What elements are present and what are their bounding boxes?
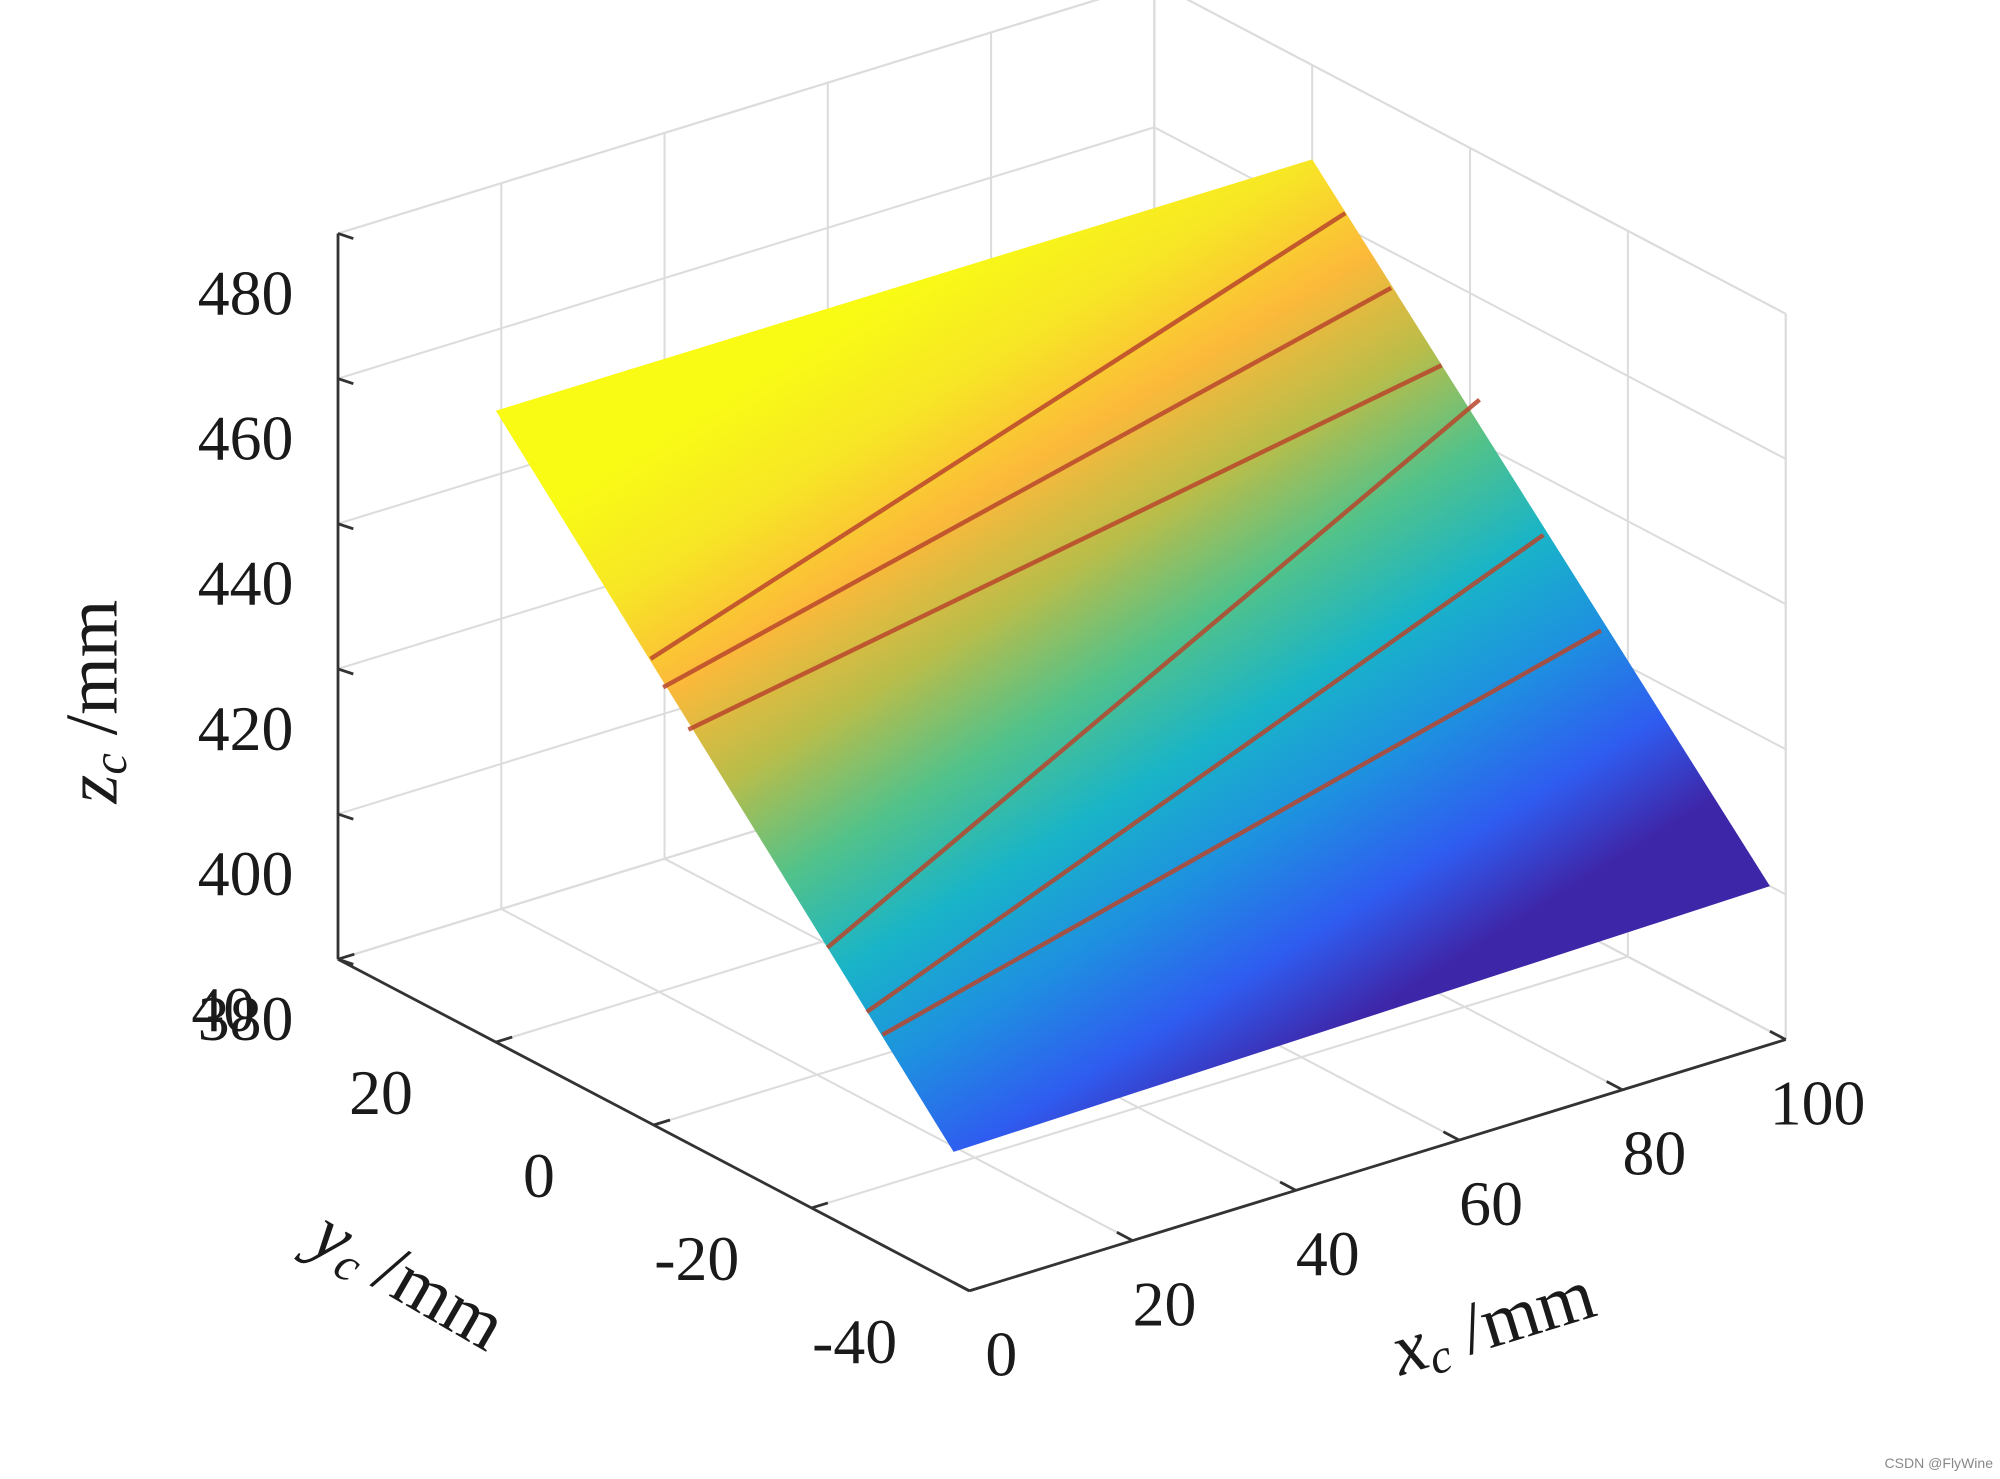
surface	[495, 159, 1770, 1152]
zlabel-axis-label: zc/mm	[51, 600, 136, 805]
tick-mark	[811, 1201, 829, 1210]
axis-unit: /mm	[51, 600, 133, 736]
axis-unit: /mm	[361, 1228, 519, 1367]
y-tick-label: 40	[191, 974, 255, 1045]
tick-mark	[1769, 1030, 1787, 1041]
grid-line	[337, 0, 1787, 315]
tick-mark	[337, 667, 354, 676]
axis-subscript: c	[84, 753, 137, 775]
tick-mark	[1606, 1080, 1624, 1092]
tick-mark	[495, 1035, 513, 1044]
axis-symbol: z	[51, 775, 133, 805]
y-tick-label: -20	[654, 1223, 739, 1294]
x-tick-label: 60	[1459, 1168, 1523, 1239]
tick-mark	[337, 522, 354, 531]
z-tick-label: 440	[198, 548, 294, 619]
surface-line	[881, 628, 1603, 1037]
tick-mark	[337, 232, 354, 240]
z-tick-label: 420	[198, 693, 294, 764]
xlabel-axis-label: xc/mm	[1381, 1253, 1606, 1396]
tick-mark	[337, 377, 354, 386]
surface-line	[649, 211, 1347, 661]
surface-line	[865, 533, 1545, 1014]
tick-mark	[337, 812, 354, 821]
tick-mark	[1279, 1180, 1297, 1192]
axis-unit: /mm	[1451, 1253, 1605, 1371]
watermark: CSDN @FlyWine	[1885, 1455, 1994, 1471]
surface-layer	[495, 159, 1770, 1152]
tick-mark	[1116, 1231, 1134, 1242]
tick-mark	[1442, 1130, 1460, 1142]
y-tick-label: -40	[812, 1306, 897, 1377]
x-tick-label: 100	[1770, 1067, 1866, 1138]
x-tick-label: 20	[1133, 1268, 1197, 1339]
tick-mark	[653, 1118, 671, 1127]
ylabel-axis-label: yc/mm	[291, 1189, 520, 1370]
y-tick-label: 0	[523, 1140, 555, 1211]
surface-line	[687, 363, 1443, 732]
tick-mark	[337, 952, 355, 961]
z-tick-label: 400	[198, 838, 294, 909]
axes-layer: 020406080100-40-200204038040042044046048…	[51, 232, 1866, 1396]
surface-line	[662, 286, 1393, 690]
y-axis-line	[337, 957, 971, 1293]
z-tick-label: 460	[198, 403, 294, 474]
z-tick-label: 480	[198, 257, 294, 328]
x-axis-line	[968, 1038, 1787, 1293]
z-tick-label: 380	[198, 983, 294, 1054]
x-tick-label: 0	[985, 1319, 1017, 1390]
y-tick-label: 20	[349, 1057, 413, 1128]
x-tick-label: 40	[1296, 1218, 1360, 1289]
x-tick-label: 80	[1622, 1118, 1686, 1189]
grid-line	[337, 126, 1787, 460]
surface-line	[825, 398, 1481, 950]
box-edge	[337, 0, 1100, 235]
